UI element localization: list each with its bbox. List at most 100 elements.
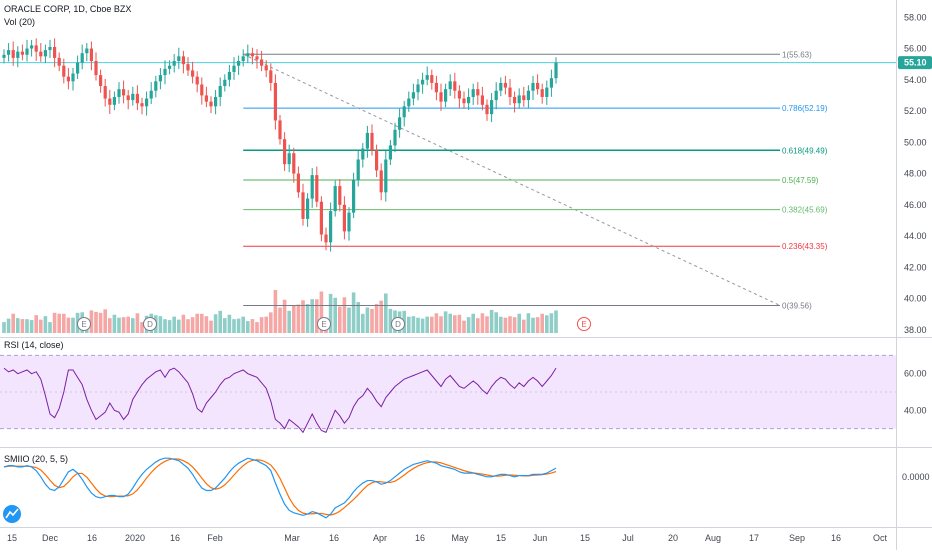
time-label-20: Oct [873,533,888,543]
volume-bar-115 [531,317,535,333]
last-price-value: 55.10 [904,58,927,68]
volume-bar-50 [232,319,236,333]
candle-body-77 [356,159,360,180]
volume-bar-13 [62,313,66,333]
price-tick-2: 54.00 [904,75,927,85]
trend-line[interactable] [242,53,781,306]
candle-body-38 [177,56,181,62]
candle-body-92 [425,75,429,80]
volume-bar-43 [200,313,204,333]
smi-axis-ticks: 0.0000 [902,472,930,482]
volume-bar-104 [480,313,485,333]
volume-bar-89 [411,316,416,333]
candle-body-114 [526,90,530,101]
time-label-9: 16 [415,533,425,543]
volume-bar-71 [328,293,333,333]
event-label-1: D [147,320,153,329]
candle-body-14 [66,76,70,82]
candle-body-60 [278,120,282,140]
volume-bar-8 [39,319,43,333]
volume-bar-69 [319,291,324,333]
event-marker-3 [391,317,405,331]
price-tick-3: 52.00 [904,106,927,116]
candle-body-34 [158,75,162,82]
candle-body-58 [269,70,273,83]
candlesticks [2,38,558,252]
volume-bar-7 [34,315,38,333]
rsi-tick-1: 40.00 [904,405,927,415]
volume-bar-37 [172,316,176,333]
candle-body-88 [407,98,411,107]
candle-body-59 [273,82,277,121]
volume-bar-1 [6,318,11,333]
volume-bar-54 [250,319,255,333]
candle-body-13 [62,65,66,77]
candle-body-109 [503,82,507,88]
volume-bar-57 [264,316,268,333]
candle-body-31 [145,98,149,107]
candle-body-47 [218,86,222,97]
volume-bar-103 [476,318,480,333]
candle-body-4 [20,51,24,55]
candle-body-101 [467,96,471,104]
volume-bar-24 [112,314,117,333]
candle-body-118 [545,87,549,97]
fib-label-5: 0.236(43.35) [782,242,828,251]
volume-bar-93 [430,316,434,333]
volume-bar-14 [66,317,71,333]
candle-body-6 [30,45,34,49]
candle-body-25 [117,89,121,97]
volume-bar-61 [282,299,287,333]
candle-body-40 [186,64,190,71]
candle-body-15 [71,73,75,82]
candle-body-5 [25,48,29,55]
candle-body-112 [517,95,521,104]
volume-bar-105 [485,316,489,333]
candle-body-20 [94,61,98,76]
candle-body-29 [135,93,139,104]
event-label-4: E [581,320,586,329]
volume-bar-78 [361,313,365,333]
candle-body-1 [7,50,11,55]
time-label-12: Jun [533,533,548,543]
time-label-13: 15 [580,533,590,543]
volume-bar-35 [163,319,167,333]
candle-body-81 [375,150,379,171]
candle-body-93 [430,75,434,83]
candle-body-99 [457,90,461,99]
price-tick-4: 50.00 [904,137,927,147]
rsi-line [3,367,557,434]
candle-body-115 [531,82,535,91]
volume-bar-2 [11,313,15,333]
volume-bar-94 [434,313,439,333]
volume-bar-108 [499,316,503,333]
candle-body-32 [149,90,153,99]
volume-bar-10 [48,322,52,333]
volume-bar-90 [416,317,420,333]
candle-body-98 [453,81,457,91]
candle-body-18 [85,48,89,54]
time-label-4: 16 [170,533,180,543]
volume-bar-46 [213,314,218,333]
candle-body-63 [292,153,296,174]
volume-bar-64 [296,304,301,333]
time-label-14: Jul [622,533,634,543]
volume-bar-59 [273,290,278,333]
volume-bar-68 [315,299,319,333]
volume-bar-73 [338,306,342,333]
volume-bar-39 [181,314,186,333]
time-label-17: 17 [749,533,759,543]
candle-body-74 [342,204,346,232]
price-tick-10: 38.00 [904,325,927,335]
event-label-0: E [81,320,86,329]
time-label-7: 16 [329,533,339,543]
volume-bar-5 [25,319,29,333]
time-label-3: 2020 [125,533,145,543]
volume-bar-102 [471,313,475,333]
candle-body-100 [462,98,466,104]
volume-bar-111 [512,317,517,333]
candle-body-116 [536,82,540,90]
candle-body-2 [11,50,15,58]
volume-bar-75 [347,307,351,333]
candle-body-91 [421,79,425,85]
